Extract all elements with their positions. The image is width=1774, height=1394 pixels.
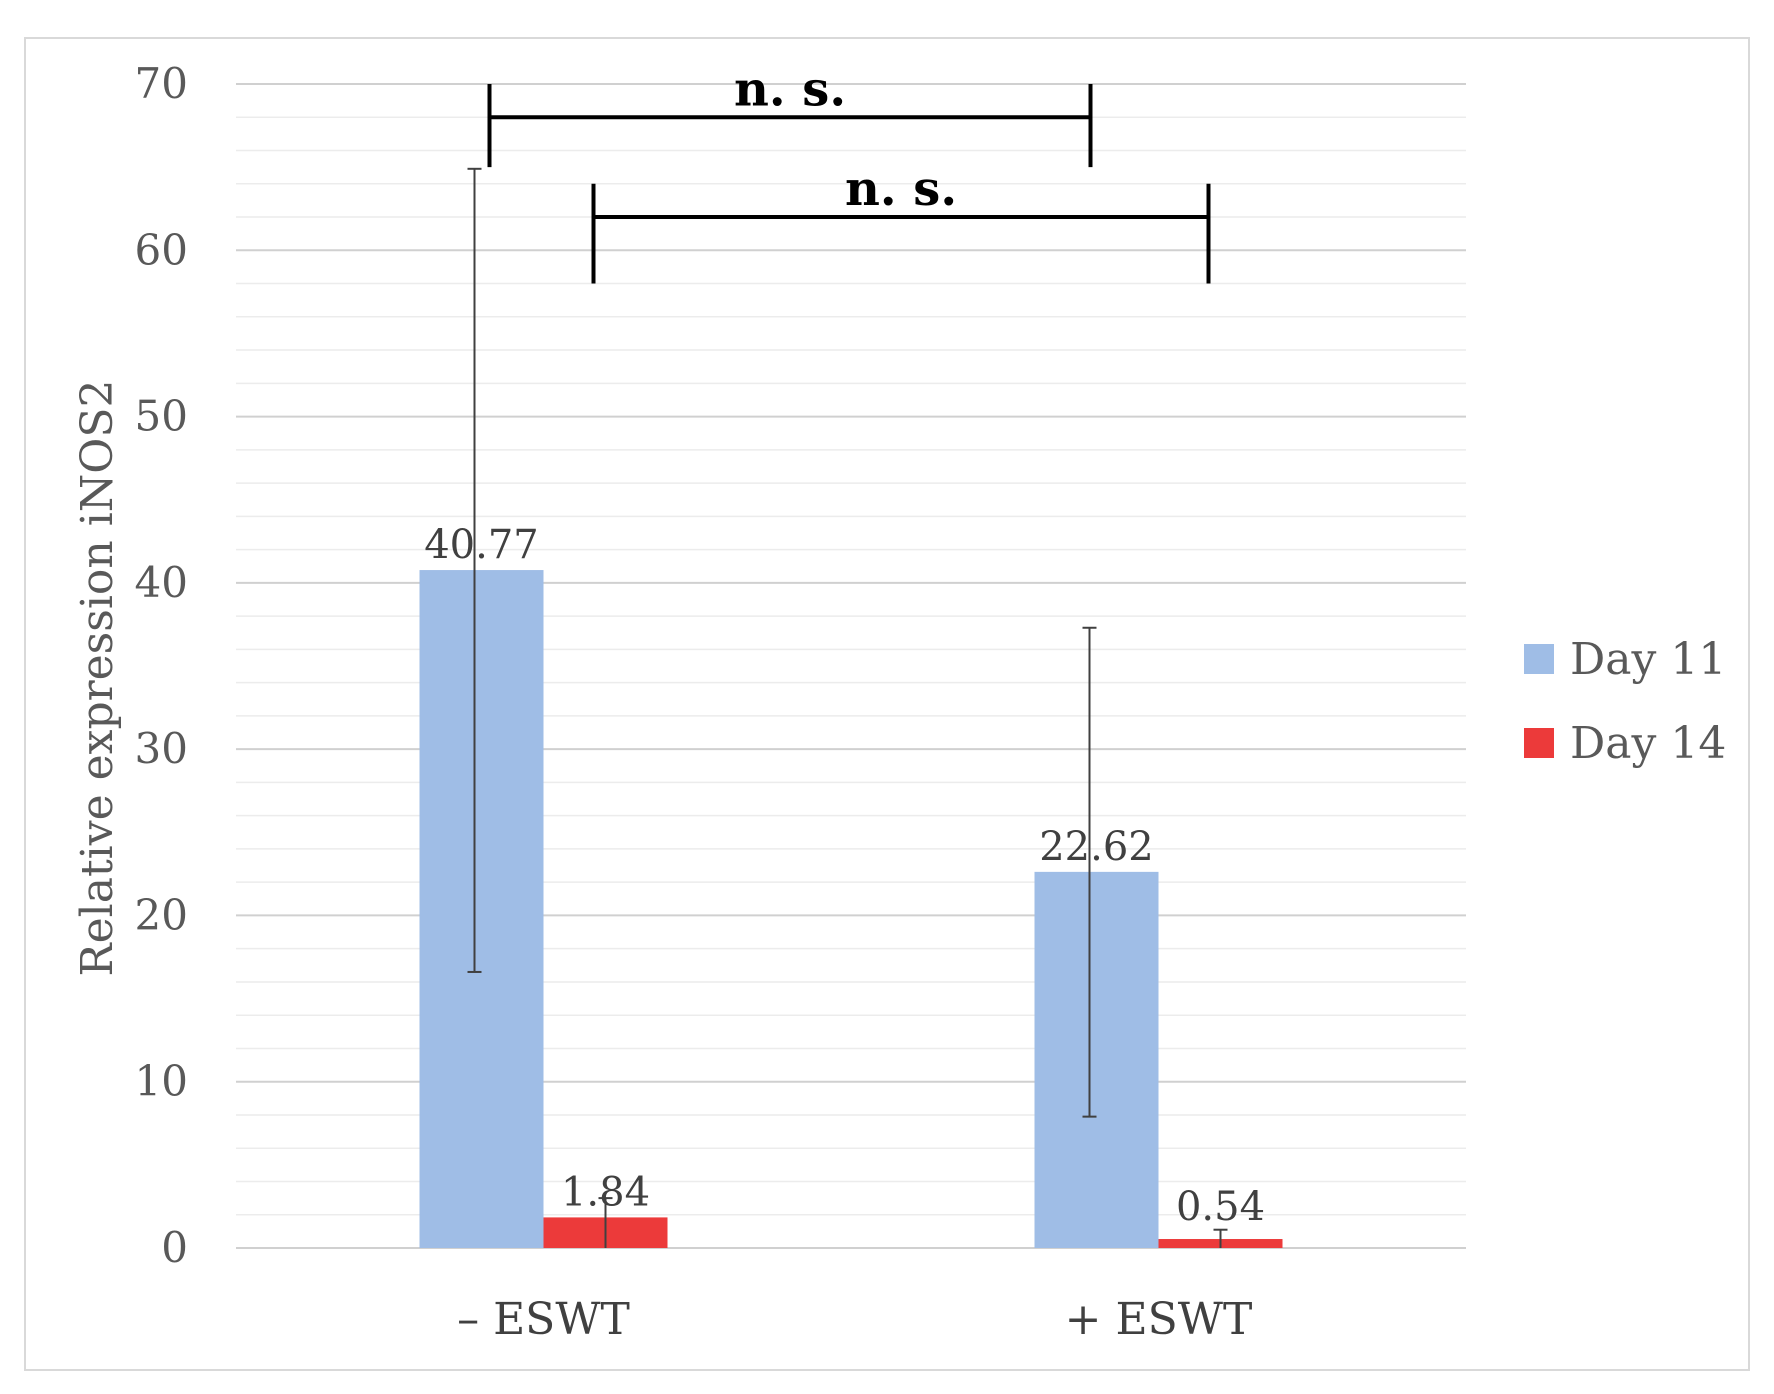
- y-tick-label: 0: [161, 1223, 188, 1272]
- x-category-label: – ESWT: [457, 1294, 630, 1345]
- legend-label: Day 14: [1570, 718, 1726, 769]
- bar: [1034, 871, 1159, 1248]
- bars: [419, 570, 1283, 1248]
- y-tick-label: 30: [135, 724, 188, 773]
- data-label: 0.54: [1176, 1184, 1265, 1230]
- y-tick-label: 40: [135, 558, 188, 607]
- data-labels: 40.77 22.62 1.84 0.54: [424, 522, 1265, 1230]
- y-axis-label: Relative expression iNOS2: [72, 379, 123, 976]
- y-tick-label: 60: [135, 225, 188, 274]
- y-tick-label: 10: [135, 1057, 188, 1106]
- y-tick-label: 70: [135, 59, 188, 108]
- legend-swatch: [1524, 644, 1554, 674]
- significance-label: n. s.: [845, 161, 957, 217]
- y-axis-ticks: 0 10 20 30 40 50 60 70: [135, 59, 188, 1272]
- data-label: 1.84: [561, 1169, 650, 1215]
- y-tick-label: 50: [135, 392, 188, 441]
- data-label: 40.77: [424, 522, 539, 568]
- significance-label: n. s.: [734, 61, 846, 117]
- error-bars: [467, 167, 1228, 1248]
- legend: Day 11 Day 14: [1524, 634, 1726, 769]
- data-label: 22.62: [1039, 824, 1154, 870]
- x-axis-categories: – ESWT + ESWT: [457, 1294, 1252, 1345]
- legend-label: Day 11: [1570, 634, 1726, 685]
- x-category-label: + ESWT: [1065, 1294, 1253, 1345]
- y-tick-label: 20: [135, 890, 188, 939]
- significance-brackets: n. s. n. s.: [487, 61, 1211, 284]
- bar: [419, 570, 544, 1248]
- legend-swatch: [1524, 728, 1554, 758]
